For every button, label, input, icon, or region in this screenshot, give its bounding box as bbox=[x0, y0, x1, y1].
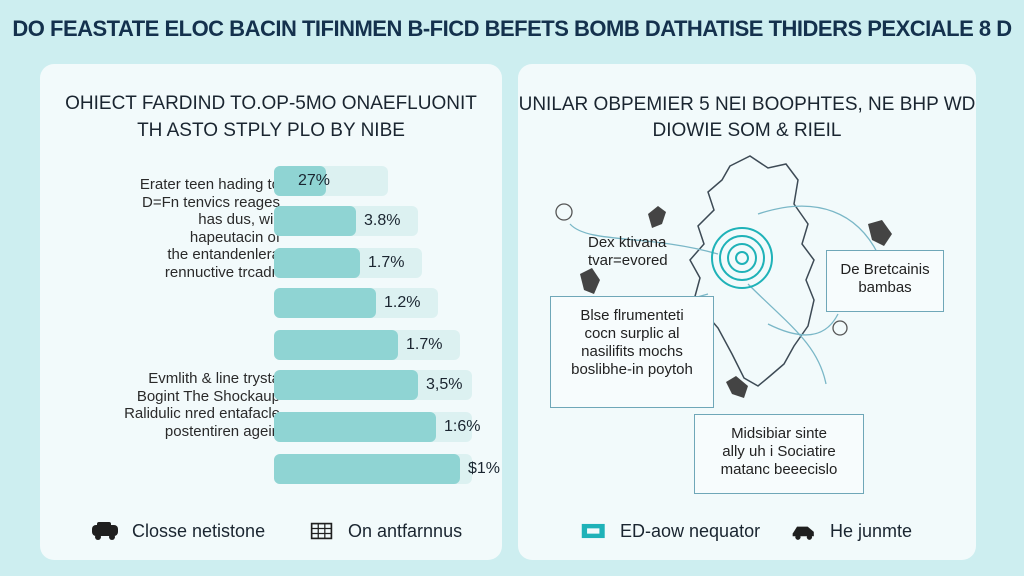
text-line: Dex ktivana bbox=[588, 234, 667, 251]
text-line: Bogint The Shockaup bbox=[136, 387, 280, 405]
bar-fill bbox=[274, 166, 326, 196]
map-outline bbox=[689, 155, 815, 387]
bar-fill bbox=[274, 206, 356, 236]
bar-fill bbox=[274, 330, 398, 360]
right-panel-heading: UNILAR OBPEMIER 5 NEI BOOPHTES, NE BHP W… bbox=[518, 92, 976, 144]
bar-row: 27% bbox=[274, 166, 474, 196]
connector-line bbox=[757, 205, 879, 255]
left-text-block-b: Evmlith & line trysta Bogint The Shockau… bbox=[80, 370, 280, 440]
legend-label: Closse netistone bbox=[132, 520, 266, 541]
text-line: nasilifits mochs bbox=[581, 343, 683, 360]
text-line: Evmlith & line trysta bbox=[148, 370, 280, 387]
text-line: tvar=evored bbox=[588, 252, 668, 269]
text-line: hapeutacin of bbox=[189, 228, 280, 246]
bar-value-label: 1.7% bbox=[368, 254, 405, 271]
legend-item-vehicle: Closse netistone bbox=[88, 520, 265, 542]
bar-value-label: 3,5% bbox=[426, 376, 463, 393]
person-icon bbox=[726, 376, 748, 398]
bar-fill bbox=[274, 288, 376, 318]
connector-line bbox=[569, 223, 719, 255]
bar-row: 3,5% bbox=[274, 370, 474, 400]
text-line: Erater teen hading to bbox=[139, 176, 280, 193]
bar-fill bbox=[274, 454, 460, 484]
left-heading-line-2: TH ASTO STPLY PLO BY NIBE bbox=[137, 120, 405, 141]
bar-fill bbox=[274, 370, 418, 400]
legend-label: ED-aow nequator bbox=[620, 520, 761, 541]
person-icon bbox=[868, 220, 892, 246]
info-box-bottom: Midsibiar sinte ally uh i Sociatire mata… bbox=[694, 414, 864, 494]
text-line: postentiren agein bbox=[164, 422, 280, 440]
node-marker bbox=[832, 320, 848, 336]
bar-row: 3.8% bbox=[274, 206, 474, 236]
bar-value-label: 1.2% bbox=[384, 294, 421, 311]
left-text-block-a: Erater teen hading to D=Fn tenvics reage… bbox=[80, 176, 280, 281]
text-line: rennuctive trcadn bbox=[164, 263, 280, 281]
map-label: Dex ktivana tvar=evored bbox=[588, 234, 708, 270]
right-heading-line-2: DIOWIE SOM & RIEIL bbox=[652, 120, 842, 141]
bar-row: 1:6% bbox=[274, 412, 480, 442]
right-panel: UNILAR OBPEMIER 5 NEI BOOPHTES, NE BHP W… bbox=[518, 64, 976, 560]
person-icon bbox=[580, 268, 600, 294]
vehicle-icon bbox=[792, 526, 814, 540]
bar-fill bbox=[274, 248, 360, 278]
legend-item-node: ED-aow nequator bbox=[580, 520, 760, 542]
bar-value-label: 27% bbox=[298, 172, 331, 189]
map-illustration bbox=[555, 155, 892, 398]
legend-label: On antfarnnus bbox=[348, 520, 463, 541]
text-line: Ralidulic nred entafacle bbox=[124, 405, 280, 422]
text-line: Midsibiar sinte bbox=[731, 425, 827, 442]
grid-icon bbox=[310, 522, 333, 540]
text-line: the entandenlera bbox=[167, 246, 280, 263]
info-box-right: De Bretcainis bambas bbox=[826, 250, 944, 312]
target-icon bbox=[711, 227, 773, 289]
bar-value-label: $1% bbox=[468, 460, 501, 477]
text-line: boslibhe-in poytoh bbox=[571, 361, 693, 378]
bar-row: 1.2% bbox=[274, 288, 474, 318]
right-heading-line-1: UNILAR OBPEMIER 5 NEI BOOPHTES, NE BHP W… bbox=[518, 94, 976, 115]
text-line: De Bretcainis bbox=[840, 261, 930, 278]
left-heading-line-1: OHIECT FARDIND TO.OP-5MO ONAEFLUONIT bbox=[65, 93, 477, 114]
node-marker bbox=[555, 203, 573, 221]
text-line: has dus, wiil bbox=[198, 211, 280, 228]
node-icon bbox=[581, 523, 605, 539]
info-box-left: Blse flrumenteti cocn surplic al nasilif… bbox=[550, 296, 714, 408]
legend-item-vehicle-right: He junmte bbox=[790, 520, 912, 542]
text-line: ally uh i Sociatire bbox=[722, 443, 836, 460]
bar-row: 1.7% bbox=[274, 248, 474, 278]
bar-value-label: 1:6% bbox=[444, 418, 481, 435]
bar-value-label: 1.7% bbox=[406, 336, 443, 353]
person-icon bbox=[648, 206, 666, 228]
bar-row: $1% bbox=[274, 454, 500, 484]
bar-fill bbox=[274, 412, 436, 442]
text-line: Blse flrumenteti bbox=[580, 307, 684, 324]
left-panel: OHIECT FARDIND TO.OP-5MO ONAEFLUONIT TH … bbox=[40, 64, 502, 560]
text-line: bambas bbox=[858, 279, 912, 296]
legend-label: He junmte bbox=[830, 520, 913, 541]
text-line: D=Fn tenvics reages bbox=[142, 193, 280, 211]
text-line: matanc beeecislo bbox=[720, 461, 838, 478]
page-title: DO FEASTATE ELOC BACIN TIFINMEN B-FICD B… bbox=[12, 16, 1012, 41]
text-line: cocn surplic al bbox=[584, 325, 680, 342]
bar-row: 1.7% bbox=[274, 330, 474, 360]
left-panel-heading: OHIECT FARDIND TO.OP-5MO ONAEFLUONIT TH … bbox=[40, 90, 502, 144]
vehicle-icon bbox=[92, 522, 118, 540]
connector-line bbox=[767, 313, 839, 336]
legend-item-grid: On antfarnnus bbox=[310, 520, 462, 542]
bar-value-label: 3.8% bbox=[364, 212, 401, 229]
